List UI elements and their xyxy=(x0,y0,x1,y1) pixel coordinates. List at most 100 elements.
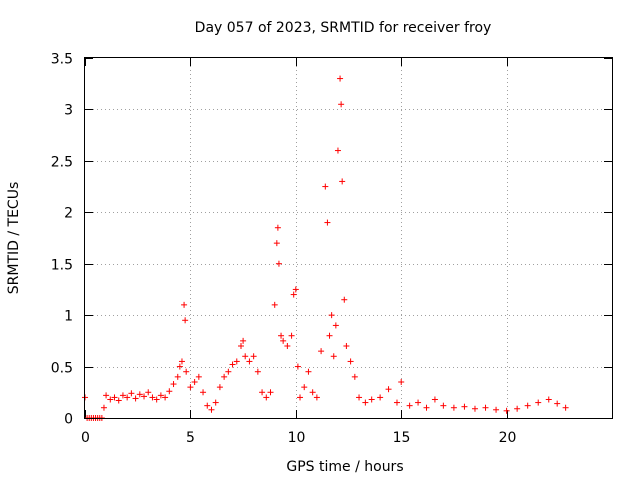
plot-frame xyxy=(84,57,613,419)
data-point xyxy=(385,386,392,393)
data-point xyxy=(440,402,447,409)
data-point xyxy=(221,373,228,380)
data-point xyxy=(233,358,240,365)
data-point xyxy=(461,403,468,410)
x-tick-label: 10 xyxy=(288,430,306,446)
data-point xyxy=(162,394,169,401)
data-point xyxy=(115,397,122,404)
x-tick-label: 5 xyxy=(186,430,195,446)
data-point xyxy=(309,389,316,396)
y-tick-label: 1 xyxy=(64,309,73,325)
data-point xyxy=(195,373,202,380)
data-point xyxy=(278,332,285,339)
data-point xyxy=(431,396,438,403)
data-point xyxy=(368,396,375,403)
data-point xyxy=(182,317,189,324)
data-point xyxy=(174,373,181,380)
data-point xyxy=(176,363,183,370)
data-point xyxy=(246,358,253,365)
data-point xyxy=(254,368,261,375)
data-point xyxy=(157,392,164,399)
data-point xyxy=(503,407,510,414)
data-point xyxy=(326,332,333,339)
data-point xyxy=(259,389,266,396)
data-point xyxy=(250,353,257,360)
data-point xyxy=(273,240,280,247)
data-point xyxy=(280,337,287,344)
data-point xyxy=(338,101,345,108)
data-point xyxy=(119,392,126,399)
data-point xyxy=(103,392,110,399)
data-point xyxy=(100,404,107,411)
data-point xyxy=(128,390,135,397)
data-point xyxy=(284,343,291,349)
data-point xyxy=(332,322,339,329)
data-point xyxy=(554,400,561,407)
data-point xyxy=(237,343,244,349)
data-point xyxy=(297,394,304,401)
data-point xyxy=(343,343,350,349)
data-point xyxy=(208,406,215,413)
data-point xyxy=(145,389,152,396)
x-axis-label: GPS time / hours xyxy=(286,459,403,475)
data-point xyxy=(271,301,278,308)
x-tick-label: 15 xyxy=(393,430,411,446)
data-point xyxy=(406,402,413,409)
data-point xyxy=(153,396,160,403)
data-point xyxy=(191,379,198,385)
data-point xyxy=(212,399,219,406)
data-point xyxy=(377,394,384,401)
data-point xyxy=(183,368,190,375)
y-tick-label: 1.5 xyxy=(51,258,73,274)
data-point xyxy=(351,373,358,380)
data-point xyxy=(288,332,295,339)
data-point xyxy=(482,404,489,411)
data-point xyxy=(187,384,194,391)
data-points xyxy=(82,75,569,421)
data-point xyxy=(132,395,139,402)
y-axis-label: SRMTID / TECUs xyxy=(6,182,22,295)
data-point xyxy=(341,296,348,303)
data-point xyxy=(313,394,320,401)
data-point xyxy=(328,312,335,319)
data-point xyxy=(111,394,118,401)
data-point xyxy=(136,391,143,398)
data-point xyxy=(225,368,232,375)
data-point xyxy=(204,402,211,409)
y-tick-label: 3.5 xyxy=(51,52,73,68)
data-point xyxy=(334,147,341,154)
data-point xyxy=(423,404,430,411)
data-point xyxy=(149,394,156,401)
data-point xyxy=(275,260,282,267)
data-point xyxy=(263,394,270,401)
data-point xyxy=(356,394,363,401)
data-point xyxy=(318,348,325,355)
grid-layer xyxy=(85,58,612,418)
data-point xyxy=(267,389,274,396)
data-point xyxy=(107,396,114,403)
data-point xyxy=(322,183,329,190)
data-point xyxy=(415,399,422,406)
data-point xyxy=(393,399,400,406)
data-point xyxy=(290,291,297,298)
data-point xyxy=(398,379,405,385)
data-point xyxy=(535,399,542,406)
y-tick-label: 2.5 xyxy=(51,155,73,171)
data-point xyxy=(242,353,249,360)
data-point xyxy=(240,337,247,344)
data-point xyxy=(324,219,331,226)
data-point xyxy=(166,388,173,395)
data-point xyxy=(347,358,354,365)
y-tick-label: 0 xyxy=(64,412,73,428)
axis-ticks: 0 0.5 1 1.5 2 2.5 3 3.5 0 5 10 15 20 xyxy=(51,52,612,446)
data-point xyxy=(301,384,308,391)
data-point xyxy=(141,393,148,400)
x-tick-label: 0 xyxy=(81,430,90,446)
data-point xyxy=(524,402,531,409)
data-point xyxy=(229,361,236,368)
data-point xyxy=(545,396,552,403)
y-tick-label: 0.5 xyxy=(51,361,73,377)
data-point xyxy=(450,404,457,411)
y-tick-label: 3 xyxy=(64,103,73,119)
